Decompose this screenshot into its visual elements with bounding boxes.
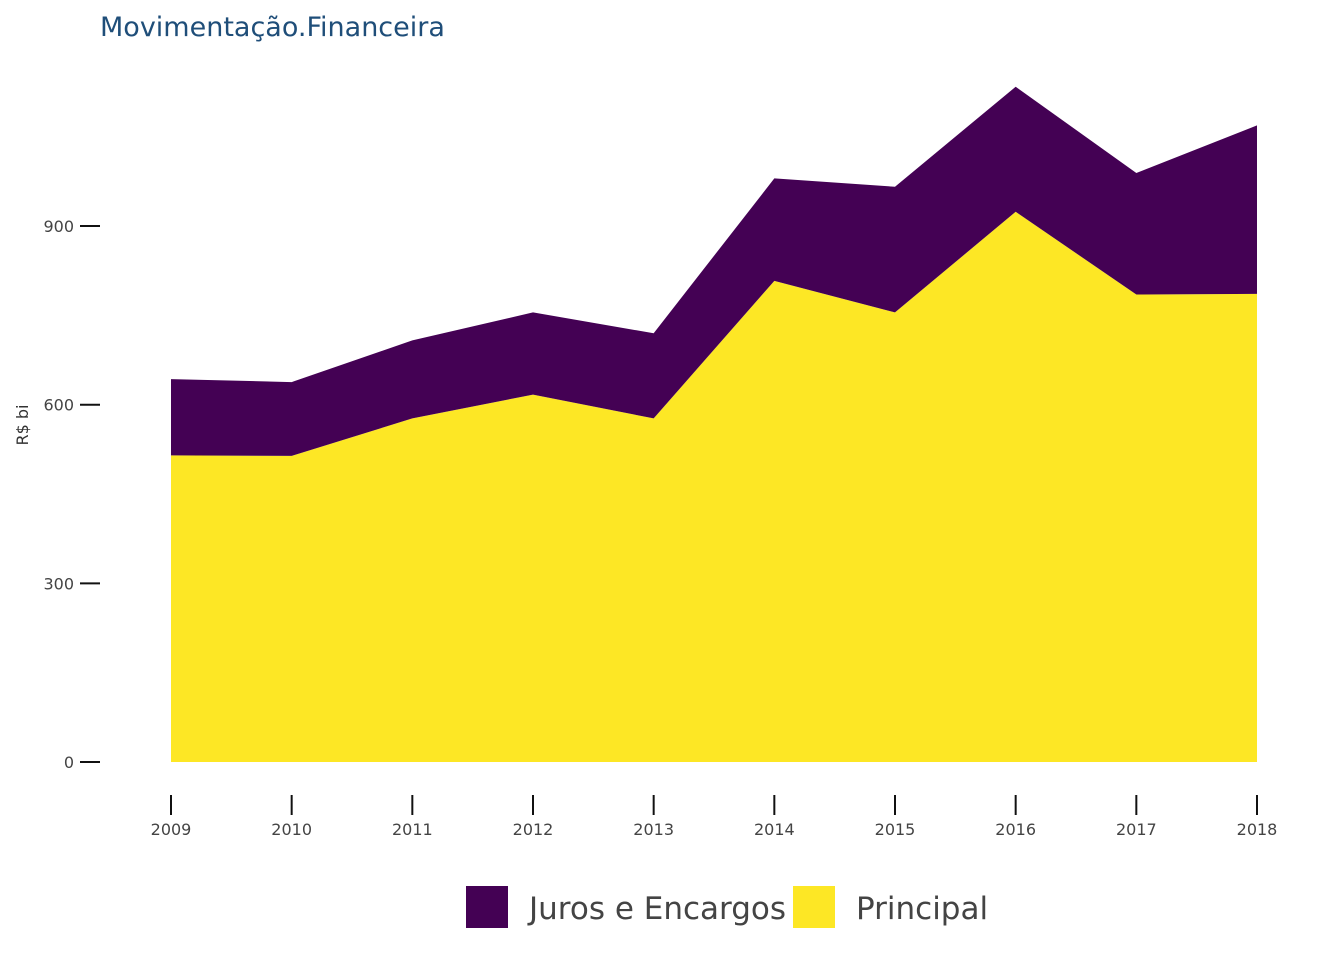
- y-axis-label: R$ bi: [13, 405, 32, 446]
- chart-title: Movimentação.Financeira: [100, 12, 445, 43]
- legend-swatch-principal: [793, 886, 835, 928]
- legend: Juros e Encargos Principal: [466, 886, 988, 928]
- x-axis: 2009 2010 2011 2012 2013 2014 2015 2016 2017 2018: [151, 795, 1278, 839]
- x-tick-label: 2010: [271, 820, 312, 839]
- y-tick-label: 600: [43, 396, 74, 415]
- x-tick-label: 2012: [513, 820, 554, 839]
- legend-label-principal: Principal: [856, 891, 988, 927]
- y-tick-label: 0: [64, 753, 74, 772]
- x-tick-label: 2014: [754, 820, 795, 839]
- y-tick-label: 900: [43, 217, 74, 236]
- area-principal: [171, 211, 1257, 762]
- x-tick-label: 2015: [875, 820, 916, 839]
- x-tick-label: 2016: [995, 820, 1036, 839]
- legend-swatch-juros-e-encargos: [466, 886, 508, 928]
- legend-label-juros-e-encargos: Juros e Encargos: [527, 891, 786, 927]
- plot-areas: [171, 86, 1257, 762]
- x-tick-label: 2018: [1237, 820, 1278, 839]
- x-tick-label: 2013: [633, 820, 674, 839]
- area-juros-e-encargos: [171, 86, 1257, 456]
- y-tick-label: 300: [43, 574, 74, 593]
- x-tick-label: 2017: [1116, 820, 1157, 839]
- x-tick-label: 2011: [392, 820, 433, 839]
- y-axis: 0 300 600 900: [43, 217, 100, 772]
- x-tick-label: 2009: [151, 820, 192, 839]
